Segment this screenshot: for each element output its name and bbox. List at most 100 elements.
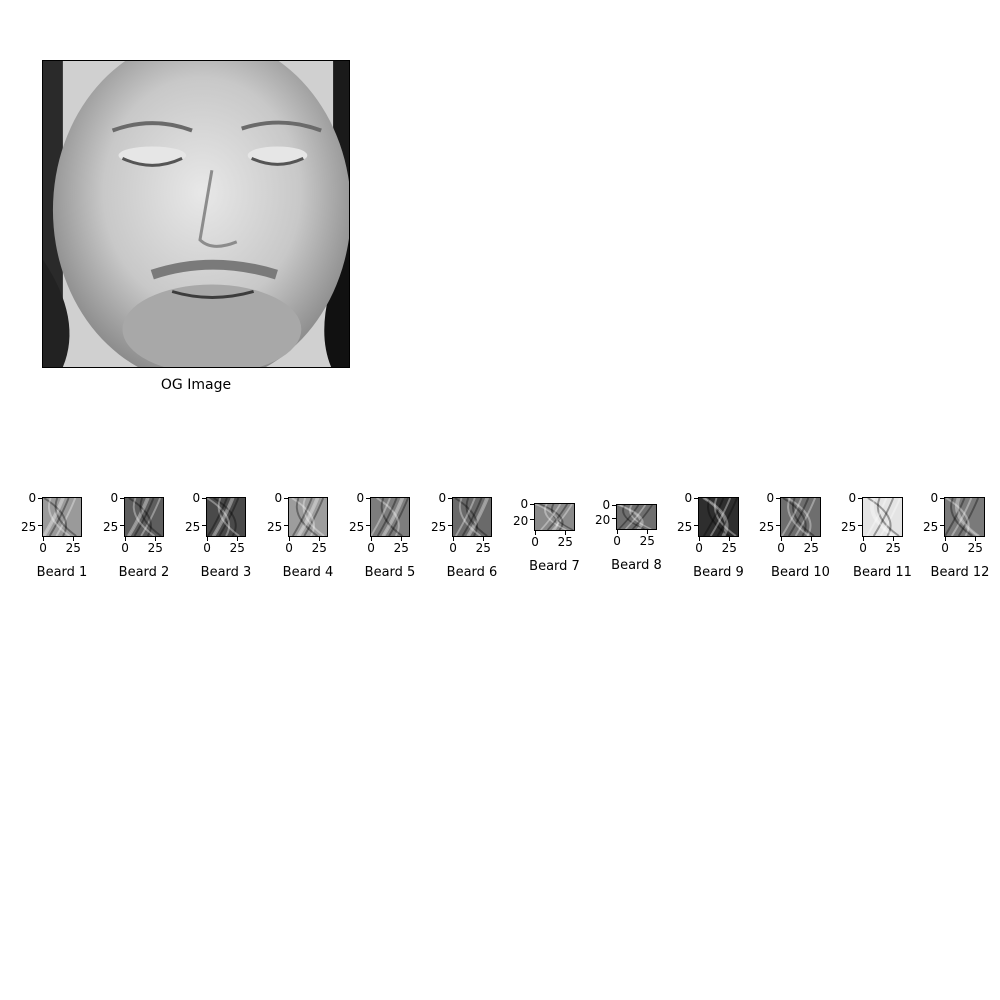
beard-patch-caption: Beard 1	[36, 565, 88, 580]
x-tick-label: 0	[39, 541, 47, 555]
x-tick-mark	[729, 537, 730, 541]
y-tick-mark	[776, 498, 780, 499]
beard-patch-caption: Beard 5	[364, 565, 416, 580]
y-tick-label: 0	[930, 491, 939, 505]
x-tick-label: 25	[885, 541, 901, 555]
x-tick-label: 0	[121, 541, 129, 555]
x-tick-mark	[43, 537, 44, 541]
x-tick-label: 0	[859, 541, 867, 555]
y-tick-mark	[694, 498, 698, 499]
y-tick-mark	[612, 505, 616, 506]
y-tick-mark	[38, 498, 42, 499]
beard-patch-caption: Beard 2	[118, 565, 170, 580]
beard-texture-icon	[125, 498, 163, 536]
x-tick-mark	[699, 537, 700, 541]
x-tick-mark	[617, 530, 618, 534]
y-tick-label: 25	[677, 520, 693, 534]
x-tick-mark	[237, 537, 238, 541]
x-tick-label: 0	[777, 541, 785, 555]
x-tick-label: 0	[285, 541, 293, 555]
y-tick-mark	[694, 525, 698, 526]
beard-texture-icon	[945, 498, 984, 536]
x-tick-mark	[73, 537, 74, 541]
x-tick-label: 25	[475, 541, 491, 555]
y-tick-mark	[448, 525, 452, 526]
x-tick-label: 25	[147, 541, 163, 555]
y-tick-mark	[858, 498, 862, 499]
beard-patch-caption: Beard 8	[611, 558, 662, 573]
y-tick-mark	[366, 525, 370, 526]
x-tick-mark	[371, 537, 372, 541]
y-tick-label: 0	[192, 491, 201, 505]
beard-texture-icon	[863, 498, 902, 536]
x-tick-mark	[647, 530, 648, 534]
y-tick-label: 25	[841, 520, 857, 534]
x-tick-mark	[483, 537, 484, 541]
y-tick-label: 0	[356, 491, 365, 505]
beard-texture-icon	[289, 498, 327, 536]
beard-texture-icon	[43, 498, 81, 536]
beard-patch-11	[862, 497, 903, 537]
beard-patch-3	[206, 497, 246, 537]
y-tick-label: 0	[28, 491, 37, 505]
x-tick-mark	[401, 537, 402, 541]
x-tick-mark	[975, 537, 976, 541]
y-tick-label: 25	[349, 520, 365, 534]
y-tick-mark	[284, 525, 288, 526]
y-tick-label: 25	[759, 520, 775, 534]
beard-patch-caption: Beard 9	[693, 565, 744, 580]
x-tick-mark	[155, 537, 156, 541]
y-tick-mark	[776, 525, 780, 526]
beard-patch-caption: Beard 7	[529, 559, 580, 574]
x-tick-label: 0	[449, 541, 457, 555]
y-tick-label: 25	[267, 520, 283, 534]
x-tick-label: 25	[393, 541, 409, 555]
beard-texture-icon	[371, 498, 409, 536]
x-tick-label: 0	[531, 535, 539, 549]
beard-texture-icon	[781, 498, 820, 536]
y-tick-mark	[202, 525, 206, 526]
y-tick-label: 25	[103, 520, 119, 534]
y-tick-label: 0	[848, 491, 857, 505]
x-tick-mark	[319, 537, 320, 541]
og-image	[42, 60, 350, 368]
beard-patch-caption: Beard 12	[930, 565, 990, 580]
y-tick-label: 0	[602, 498, 611, 512]
x-tick-label: 25	[967, 541, 983, 555]
y-tick-label: 0	[274, 491, 283, 505]
x-tick-label: 0	[695, 541, 703, 555]
y-tick-mark	[448, 498, 452, 499]
x-tick-mark	[945, 537, 946, 541]
face-photo-icon	[43, 61, 349, 367]
beard-patch-caption: Beard 4	[282, 565, 334, 580]
beard-texture-icon	[617, 505, 656, 529]
beard-patch-7	[534, 503, 575, 531]
x-tick-label: 25	[803, 541, 819, 555]
y-tick-label: 0	[766, 491, 775, 505]
beard-patch-1	[42, 497, 82, 537]
y-tick-mark	[120, 498, 124, 499]
x-tick-mark	[535, 531, 536, 535]
x-tick-label: 25	[721, 541, 737, 555]
beard-patch-5	[370, 497, 410, 537]
y-tick-label: 25	[923, 520, 939, 534]
beard-texture-icon	[699, 498, 738, 536]
y-tick-label: 0	[520, 497, 529, 511]
y-tick-mark	[858, 525, 862, 526]
x-tick-label: 25	[311, 541, 327, 555]
x-tick-label: 25	[229, 541, 245, 555]
y-tick-mark	[202, 498, 206, 499]
beard-patch-caption: Beard 11	[853, 565, 912, 580]
x-tick-mark	[565, 531, 566, 535]
beard-patch-8	[616, 504, 657, 530]
beard-patch-9	[698, 497, 739, 537]
beard-patch-6	[452, 497, 492, 537]
y-tick-mark	[530, 519, 534, 520]
x-tick-mark	[811, 537, 812, 541]
x-tick-mark	[863, 537, 864, 541]
beard-patch-4	[288, 497, 328, 537]
x-tick-mark	[781, 537, 782, 541]
x-tick-mark	[453, 537, 454, 541]
y-tick-mark	[940, 498, 944, 499]
beard-patch-2	[124, 497, 164, 537]
